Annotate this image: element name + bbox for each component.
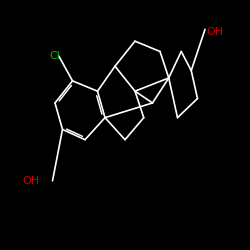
Text: Cl: Cl <box>50 51 60 61</box>
Text: OH: OH <box>22 176 40 186</box>
Text: OH: OH <box>206 27 224 37</box>
